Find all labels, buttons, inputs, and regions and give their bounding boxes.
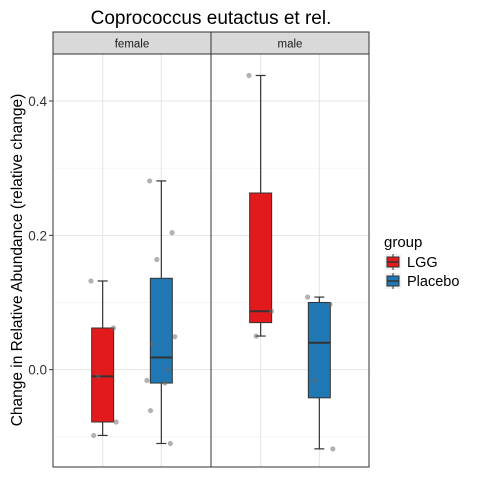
- legend-label: Placebo: [407, 274, 459, 290]
- data-point: [154, 256, 160, 263]
- data-point: [110, 325, 117, 331]
- panel-background: [53, 54, 211, 467]
- y-axis-label: Change in Relative Abundance (relative c…: [9, 94, 26, 427]
- box-female-Placebo: [144, 178, 178, 447]
- legend-item-LGG: LGG: [385, 254, 438, 271]
- data-point: [172, 334, 178, 340]
- data-point: [253, 333, 259, 339]
- data-point: [95, 373, 101, 379]
- facet-panel-male: male: [210, 31, 370, 468]
- data-point: [169, 230, 175, 236]
- box-body: [91, 327, 115, 423]
- data-point: [91, 432, 97, 439]
- legend: group LGG Placebo: [384, 234, 459, 290]
- legend-item-Placebo: Placebo: [385, 273, 459, 290]
- y-tick-label: 0.0: [28, 363, 47, 378]
- data-point: [147, 407, 154, 414]
- panel-border: [210, 53, 370, 468]
- box-male-LGG: [246, 72, 275, 339]
- legend-title: group: [384, 234, 422, 251]
- box-body: [149, 277, 173, 384]
- panel-background: [211, 54, 369, 467]
- chart-title: Coprococcus eutactus et rel.: [91, 8, 332, 29]
- data-point: [113, 419, 119, 425]
- box-body: [307, 301, 331, 399]
- data-point: [312, 377, 318, 383]
- legend-label: LGG: [407, 255, 438, 271]
- box-male-Placebo: [305, 294, 336, 452]
- data-point: [167, 440, 173, 447]
- data-point: [268, 308, 275, 314]
- data-point: [305, 294, 311, 300]
- facet-panel-female: female: [52, 31, 212, 468]
- data-point: [144, 377, 150, 383]
- data-point: [246, 72, 252, 79]
- data-point: [330, 446, 336, 452]
- data-point: [165, 367, 171, 373]
- facet-strip-label: female: [115, 39, 150, 51]
- box-body: [249, 192, 273, 324]
- facet-strip-label: male: [278, 39, 303, 51]
- facets-layer: female male: [52, 31, 370, 468]
- y-axis: 0.0 0.2 0.4: [28, 94, 53, 378]
- y-tick-label: 0.2: [28, 228, 47, 243]
- data-point: [149, 341, 155, 347]
- data-point: [327, 301, 333, 308]
- y-tick-label: 0.4: [28, 94, 47, 109]
- data-point: [147, 178, 153, 184]
- data-point: [162, 380, 168, 386]
- data-point: [88, 278, 94, 284]
- box-female-LGG: [88, 278, 119, 439]
